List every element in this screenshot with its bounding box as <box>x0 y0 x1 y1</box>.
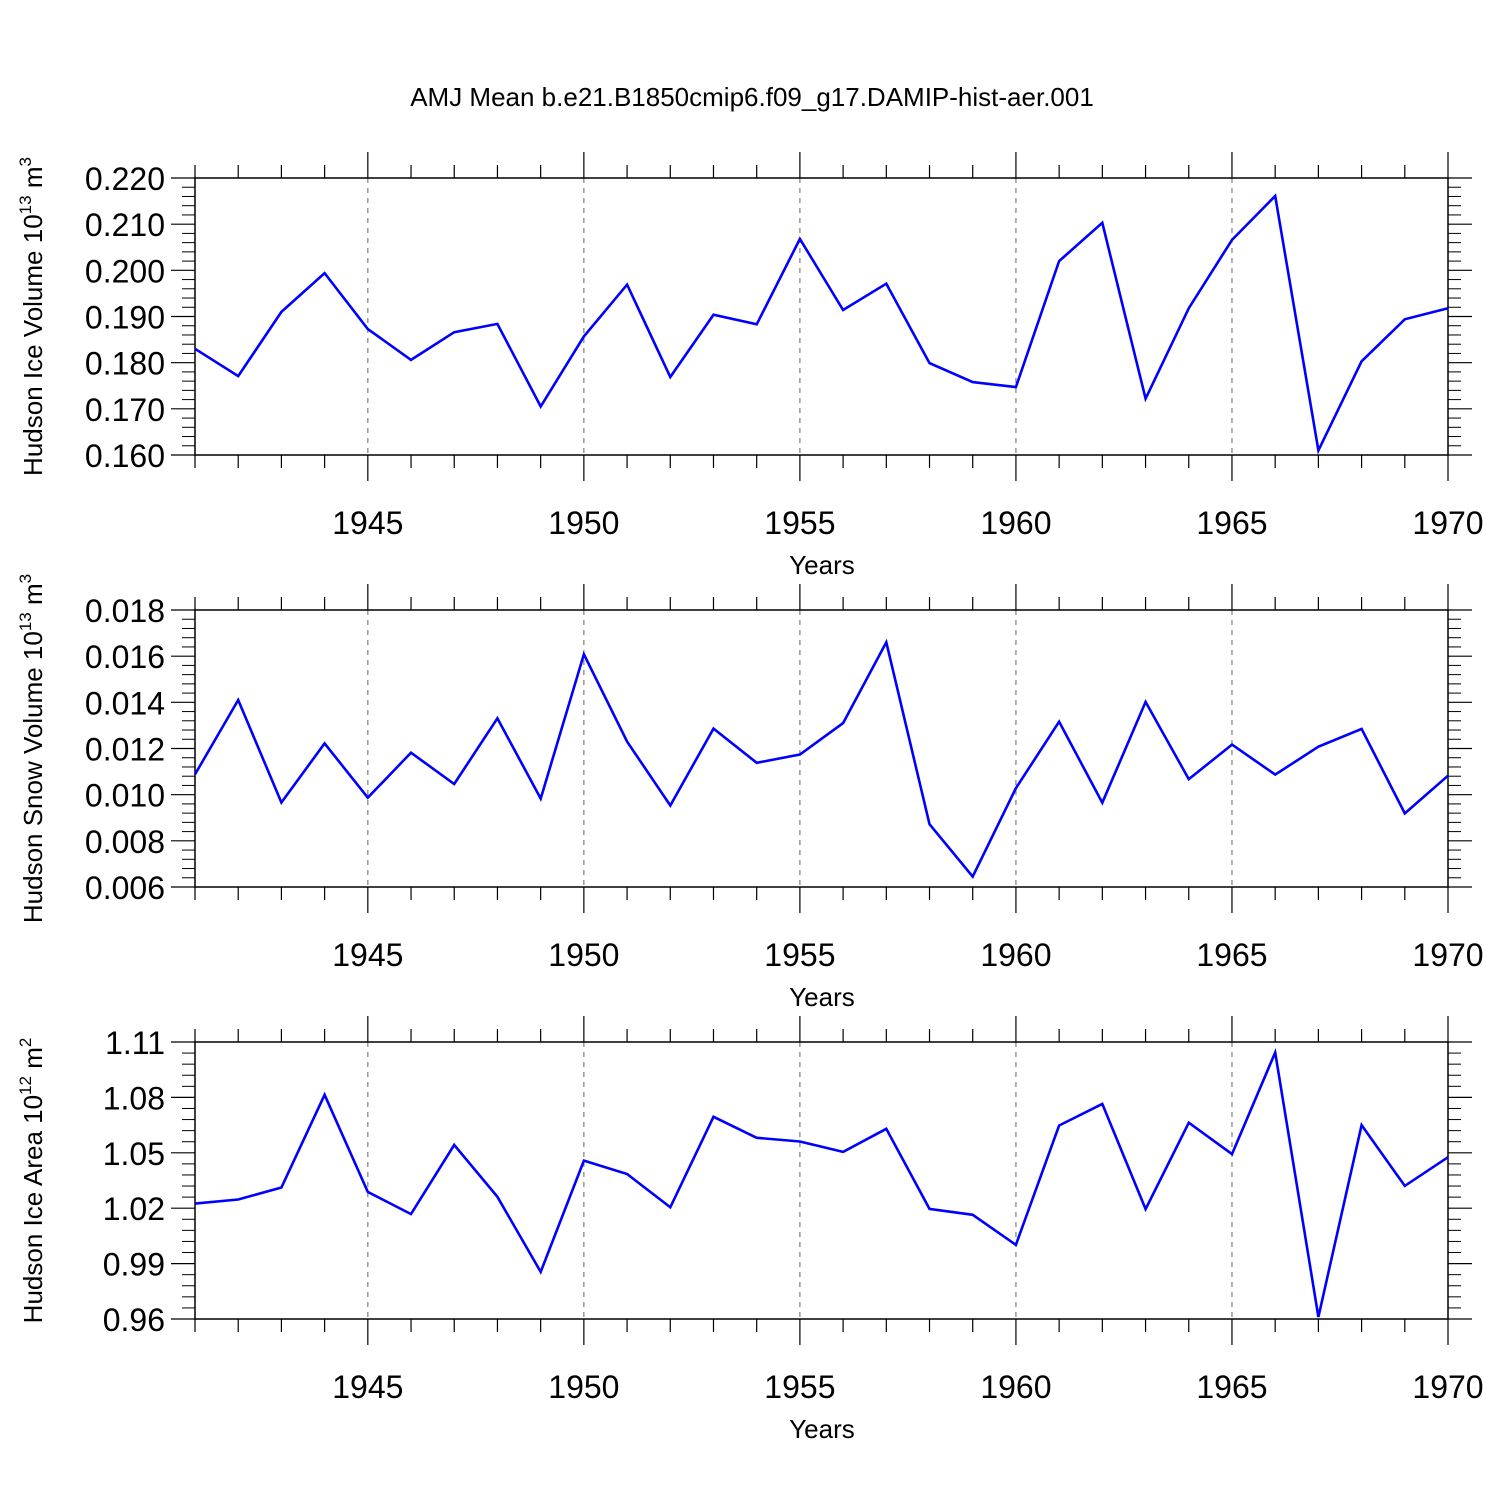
x-tick-label: 1970 <box>1412 505 1483 541</box>
y-tick-label: 0.014 <box>85 685 165 721</box>
plot-frame <box>194 177 1449 456</box>
y-tick-label: 0.018 <box>85 593 165 629</box>
y-tick-label: 1.05 <box>103 1136 165 1172</box>
x-tick-label: 1970 <box>1412 1369 1483 1405</box>
x-tick-label: 1960 <box>980 1369 1051 1405</box>
x-tick-label: 1970 <box>1412 937 1483 973</box>
x-tick-label: 1945 <box>332 937 403 973</box>
x-tick-label: 1945 <box>332 505 403 541</box>
x-tick-label: 1960 <box>980 937 1051 973</box>
y-axis-label-superscript: 3 <box>16 157 35 166</box>
y-tick-label: 1.02 <box>103 1191 165 1227</box>
y-axis-label-text: Hudson Snow Volume 10 <box>18 631 48 923</box>
x-axis-label: Years <box>789 550 855 580</box>
plot-frame <box>194 609 1449 888</box>
y-axis-label-superscript: 13 <box>16 195 35 214</box>
y-tick-label: 0.010 <box>85 778 165 814</box>
x-tick-label: 1955 <box>764 937 835 973</box>
chart-panel-1: 0.160 0.170 0.180 0.190 0.200 0.210 0.220 1945 1… <box>16 152 1484 580</box>
series-line <box>194 193 1449 455</box>
y-axis-label-superscript: 13 <box>16 612 35 631</box>
y-axis-label: Hudson Ice Volume 1013 m3 <box>16 157 48 476</box>
x-tick-label: 1965 <box>1196 937 1267 973</box>
x-tick-label: 1960 <box>980 505 1051 541</box>
y-axis-label-text: Hudson Ice Volume 10 <box>18 214 48 476</box>
y-tick-label: 0.200 <box>85 253 165 289</box>
x-tick-label: 1950 <box>548 1369 619 1405</box>
y-tick-label: 0.99 <box>103 1247 165 1283</box>
y-tick-label: 0.210 <box>85 207 165 243</box>
y-axis-label: Hudson Ice Area 1012 m2 <box>16 1038 48 1324</box>
chart-panel-3: 0.96 0.99 1.02 1.05 1.08 1.11 1945 1950 1955 1960… <box>16 1016 1484 1444</box>
x-axis-label: Years <box>789 1414 855 1444</box>
y-axis-label-superscript: 2 <box>16 1038 35 1047</box>
y-tick-label: 0.016 <box>85 639 165 675</box>
plot-frame <box>194 1041 1449 1320</box>
y-tick-label: 0.160 <box>85 438 165 474</box>
y-axis-label-superscript: 12 <box>16 1076 35 1095</box>
x-tick-label: 1965 <box>1196 505 1267 541</box>
y-tick-label: 1.08 <box>103 1080 165 1116</box>
y-tick-label: 0.180 <box>85 346 165 382</box>
y-tick-label: 0.190 <box>85 300 165 336</box>
y-axis-label-text: Hudson Ice Area 10 <box>18 1095 48 1323</box>
series-line <box>193 638 1449 879</box>
figure-title: AMJ Mean b.e21.B1850cmip6.f09_g17.DAMIP-… <box>410 82 1094 112</box>
y-tick-label: 0.96 <box>103 1302 165 1338</box>
y-tick-label: 0.008 <box>85 824 165 860</box>
y-axis-label-text: m <box>18 583 48 612</box>
y-axis-label-text: m <box>18 167 48 196</box>
panels: 0.160 0.170 0.180 0.190 0.200 0.210 0.220 1945 1… <box>16 152 1484 1444</box>
x-tick-label: 1950 <box>548 937 619 973</box>
y-axis-label-superscript: 3 <box>16 574 35 583</box>
x-tick-label: 1955 <box>764 505 835 541</box>
x-tick-label: 1965 <box>1196 1369 1267 1405</box>
chart-panel-2: 0.006 0.008 0.010 0.012 0.014 0.016 0.018 1945 1… <box>16 574 1484 1012</box>
y-tick-label: 0.170 <box>85 392 165 428</box>
y-tick-label: 0.012 <box>85 732 165 768</box>
y-tick-label: 1.11 <box>105 1025 165 1061</box>
series-line <box>194 1047 1449 1318</box>
y-axis-label: Hudson Snow Volume 1013 m3 <box>16 574 48 923</box>
y-tick-label: 0.220 <box>85 161 165 197</box>
x-tick-label: 1945 <box>332 1369 403 1405</box>
x-axis-label: Years <box>789 982 855 1012</box>
x-tick-label: 1950 <box>548 505 619 541</box>
y-tick-label: 0.006 <box>85 870 165 906</box>
x-tick-label: 1955 <box>764 1369 835 1405</box>
y-axis-label-text: m <box>18 1047 48 1076</box>
